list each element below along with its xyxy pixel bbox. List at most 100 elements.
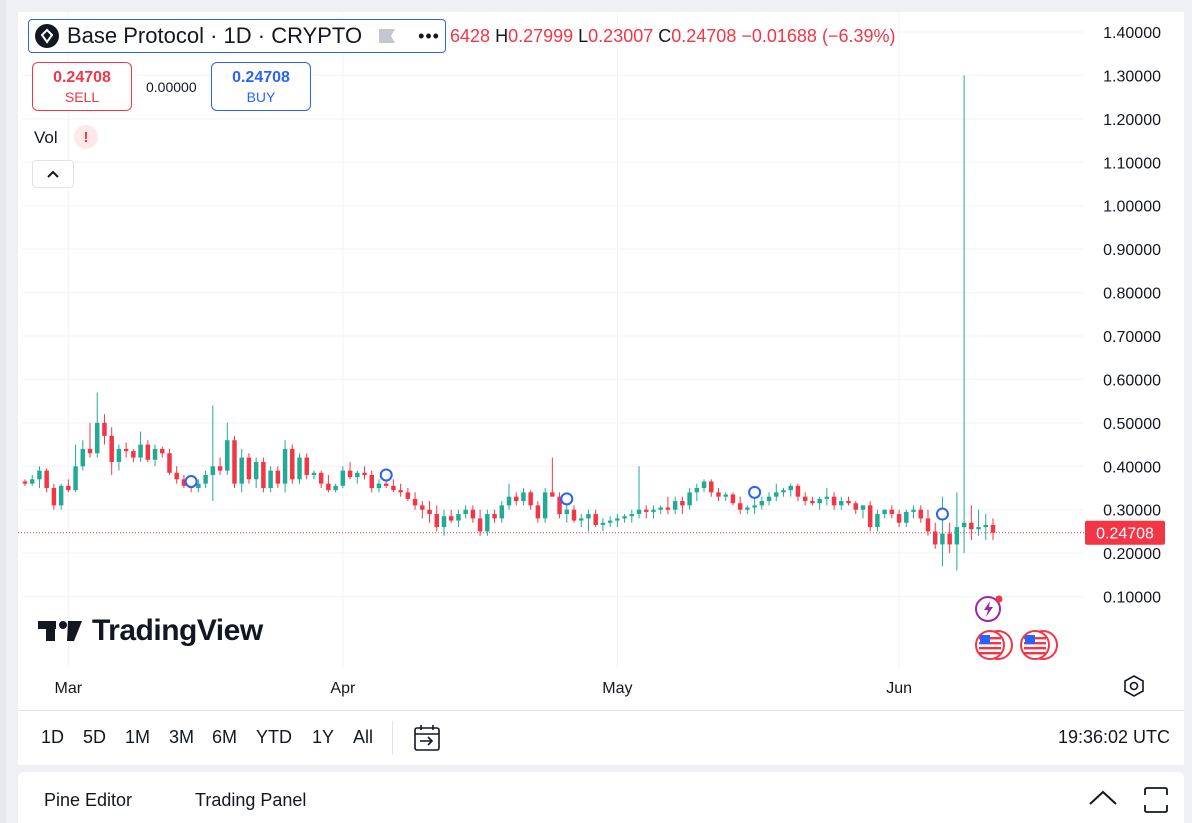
price-chart[interactable]: 1.40000 1.30000 1.20000 1.10000 1.00000 0.900…: [18, 12, 1184, 710]
event-marker: [560, 492, 574, 506]
candle: [405, 492, 411, 499]
x-tick-label: May: [602, 680, 632, 697]
range-6m-button[interactable]: 6M: [212, 727, 238, 747]
candle: [831, 496, 837, 506]
event-marker: [935, 507, 949, 521]
candle: [282, 448, 288, 484]
date-range-calendar-icon[interactable]: [412, 723, 442, 753]
candle: [29, 479, 35, 484]
us-economic-event-icon[interactable]: [972, 628, 1016, 662]
candle: [882, 509, 887, 515]
candle: [138, 444, 143, 458]
chart-panel[interactable]: 1.40000 1.30000 1.20000 1.10000 1.00000 0.900…: [18, 12, 1184, 710]
candle: [954, 527, 960, 545]
range-5d-button[interactable]: 5D: [83, 727, 107, 747]
range-3m-button[interactable]: 3M: [169, 727, 195, 747]
buy-button[interactable]: 0.24708 BUY: [211, 62, 311, 111]
candle: [990, 524, 996, 533]
candle: [167, 453, 172, 473]
candle: [362, 472, 367, 475]
event-lightning-icon[interactable]: [973, 593, 1005, 625]
candle: [210, 466, 216, 475]
candle: [839, 501, 844, 506]
y-tick-label: 0.50000: [1103, 416, 1161, 433]
candle: [730, 494, 736, 504]
settings-gear-icon[interactable]: [1122, 674, 1146, 698]
flag-icon[interactable]: [378, 28, 396, 44]
candle: [932, 531, 938, 545]
sell-price: 0.24708: [53, 68, 111, 86]
candle: [578, 518, 584, 521]
candle: [116, 448, 122, 462]
candle: [781, 490, 786, 493]
symbol-header[interactable]: Base Protocol · 1D · CRYPTO •••: [28, 19, 446, 53]
range-all-button[interactable]: All: [353, 727, 374, 747]
y-tick-label: 0.30000: [1103, 503, 1161, 520]
more-options-icon[interactable]: •••: [418, 25, 440, 46]
range-ytd-button[interactable]: YTD: [256, 727, 292, 747]
range-1m-button[interactable]: 1M: [125, 727, 151, 747]
y-tick-label: 0.60000: [1103, 372, 1161, 389]
sell-label: SELL: [64, 88, 100, 105]
us-economic-event-icon-2[interactable]: [1017, 628, 1061, 662]
candle: [196, 483, 201, 488]
candle: [73, 466, 78, 491]
candle: [239, 457, 244, 484]
candle: [203, 474, 208, 484]
warning-icon[interactable]: !: [74, 125, 98, 149]
tab-pine-editor[interactable]: Pine Editor: [44, 790, 133, 810]
candle: [889, 509, 895, 515]
sell-button[interactable]: 0.24708 SELL: [32, 62, 132, 111]
candle: [58, 485, 64, 506]
candle: [665, 507, 671, 510]
left-edge: [0, 0, 6, 823]
buy-label: BUY: [246, 88, 276, 105]
candle: [622, 516, 627, 519]
maximize-panel-icon[interactable]: [1142, 786, 1170, 814]
candle: [485, 514, 490, 532]
volume-label[interactable]: Vol: [34, 128, 58, 147]
candle: [961, 522, 967, 528]
candle: [412, 498, 418, 506]
candle: [860, 505, 866, 510]
last-price-badge: [1085, 520, 1165, 545]
tradingview-logo[interactable]: TradingView: [38, 614, 263, 648]
y-tick-label: 0.20000: [1103, 546, 1161, 563]
candle: [571, 509, 577, 521]
symbol-title: Base Protocol · 1D · CRYPTO: [67, 23, 363, 48]
candle: [557, 496, 562, 515]
y-tick-label: 0.40000: [1103, 459, 1161, 476]
event-marker: [379, 468, 393, 482]
range-1d-button[interactable]: 1D: [41, 727, 65, 747]
candle: [145, 444, 151, 460]
candle: [304, 457, 309, 475]
candle: [550, 492, 555, 497]
candle: [66, 485, 71, 491]
candle: [347, 470, 353, 478]
last-price-label: 0.24708: [1096, 526, 1154, 543]
event-marker: [748, 485, 762, 499]
candle: [80, 448, 86, 467]
divider: [392, 721, 393, 755]
collapse-indicators-button[interactable]: [32, 160, 74, 188]
utc-clock[interactable]: 19:36:02 UTC: [1057, 727, 1170, 747]
event-marker: [184, 474, 198, 488]
candle: [123, 448, 129, 452]
candle: [290, 448, 295, 480]
candle: [470, 509, 476, 519]
range-1y-button[interactable]: 1Y: [312, 727, 335, 747]
y-tick-label: 1.10000: [1103, 155, 1161, 172]
candle: [788, 485, 793, 491]
candle: [44, 470, 49, 488]
candle: [716, 492, 721, 497]
tab-trading-panel[interactable]: Trading Panel: [195, 790, 307, 810]
chevron-up-icon[interactable]: [1088, 786, 1118, 810]
candle: [109, 435, 114, 462]
candle: [513, 496, 519, 502]
y-tick-label: 0.90000: [1103, 242, 1161, 259]
candle: [340, 470, 346, 486]
candle: [398, 490, 403, 493]
high-value: 0.27999: [508, 26, 574, 46]
candle: [181, 479, 187, 486]
time-range-bar: 1D 5D 1M 3M 6M YTD 1Y All 19:36:02 UTC: [18, 710, 1184, 765]
